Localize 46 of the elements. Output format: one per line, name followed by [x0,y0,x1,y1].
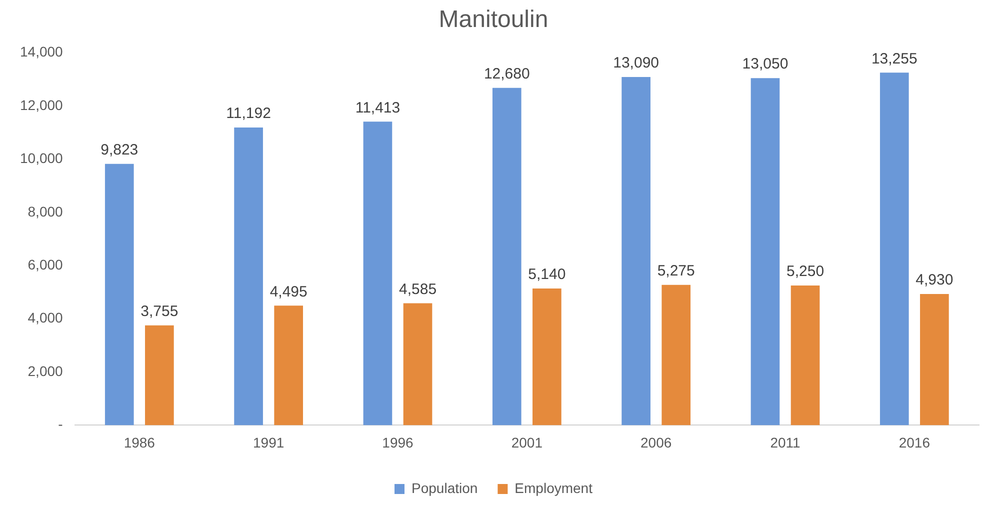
legend-label: Employment [514,480,593,496]
bar [403,303,432,426]
data-label: 4,930 [916,272,954,289]
data-label: 11,413 [355,99,400,116]
bar [880,72,909,426]
data-label: 13,050 [742,56,788,73]
bar [234,127,263,426]
data-label: 3,755 [140,302,178,320]
bar [145,325,174,426]
bar [662,284,691,426]
x-tick-label: 2001 [511,434,543,450]
bar [492,88,522,426]
data-label: 4,585 [398,280,437,298]
data-label: 12,680 [484,66,530,83]
data-label: 5,250 [786,263,824,280]
data-label: 5,275 [657,262,695,280]
bar [532,288,562,426]
y-tick-label: 6,000 [28,256,64,272]
x-tick-label: 1986 [124,434,156,450]
data-label: 4,495 [270,283,308,300]
data-label: 5,140 [528,266,566,284]
y-tick-label: 10,000 [20,150,64,166]
bar [622,77,650,426]
x-tick-label: 2011 [770,434,801,450]
bar [920,294,949,426]
y-tick-label: 2,000 [28,362,64,379]
x-tick-label: 1991 [252,434,284,450]
y-tick-label: - [58,416,64,432]
x-tick-label: 2016 [898,434,930,450]
data-label: 9,823 [100,142,138,159]
data-label: 11,192 [226,105,271,122]
legend-label: Population [412,480,478,496]
x-tick-label: 1996 [382,434,414,450]
bar [274,306,304,426]
y-tick-label: 14,000 [20,44,64,60]
x-tick-label: 2006 [640,434,672,450]
bar [104,164,134,426]
data-label: 13,255 [871,50,918,68]
bar [790,286,820,426]
y-tick-label: 4,000 [28,310,64,326]
y-tick-label: 8,000 [28,203,64,220]
bar [750,78,780,426]
data-label: 13,090 [613,54,660,72]
chart-title: Manitoulin [438,6,548,34]
y-tick-label: 12,000 [20,96,64,113]
bar [363,122,392,426]
